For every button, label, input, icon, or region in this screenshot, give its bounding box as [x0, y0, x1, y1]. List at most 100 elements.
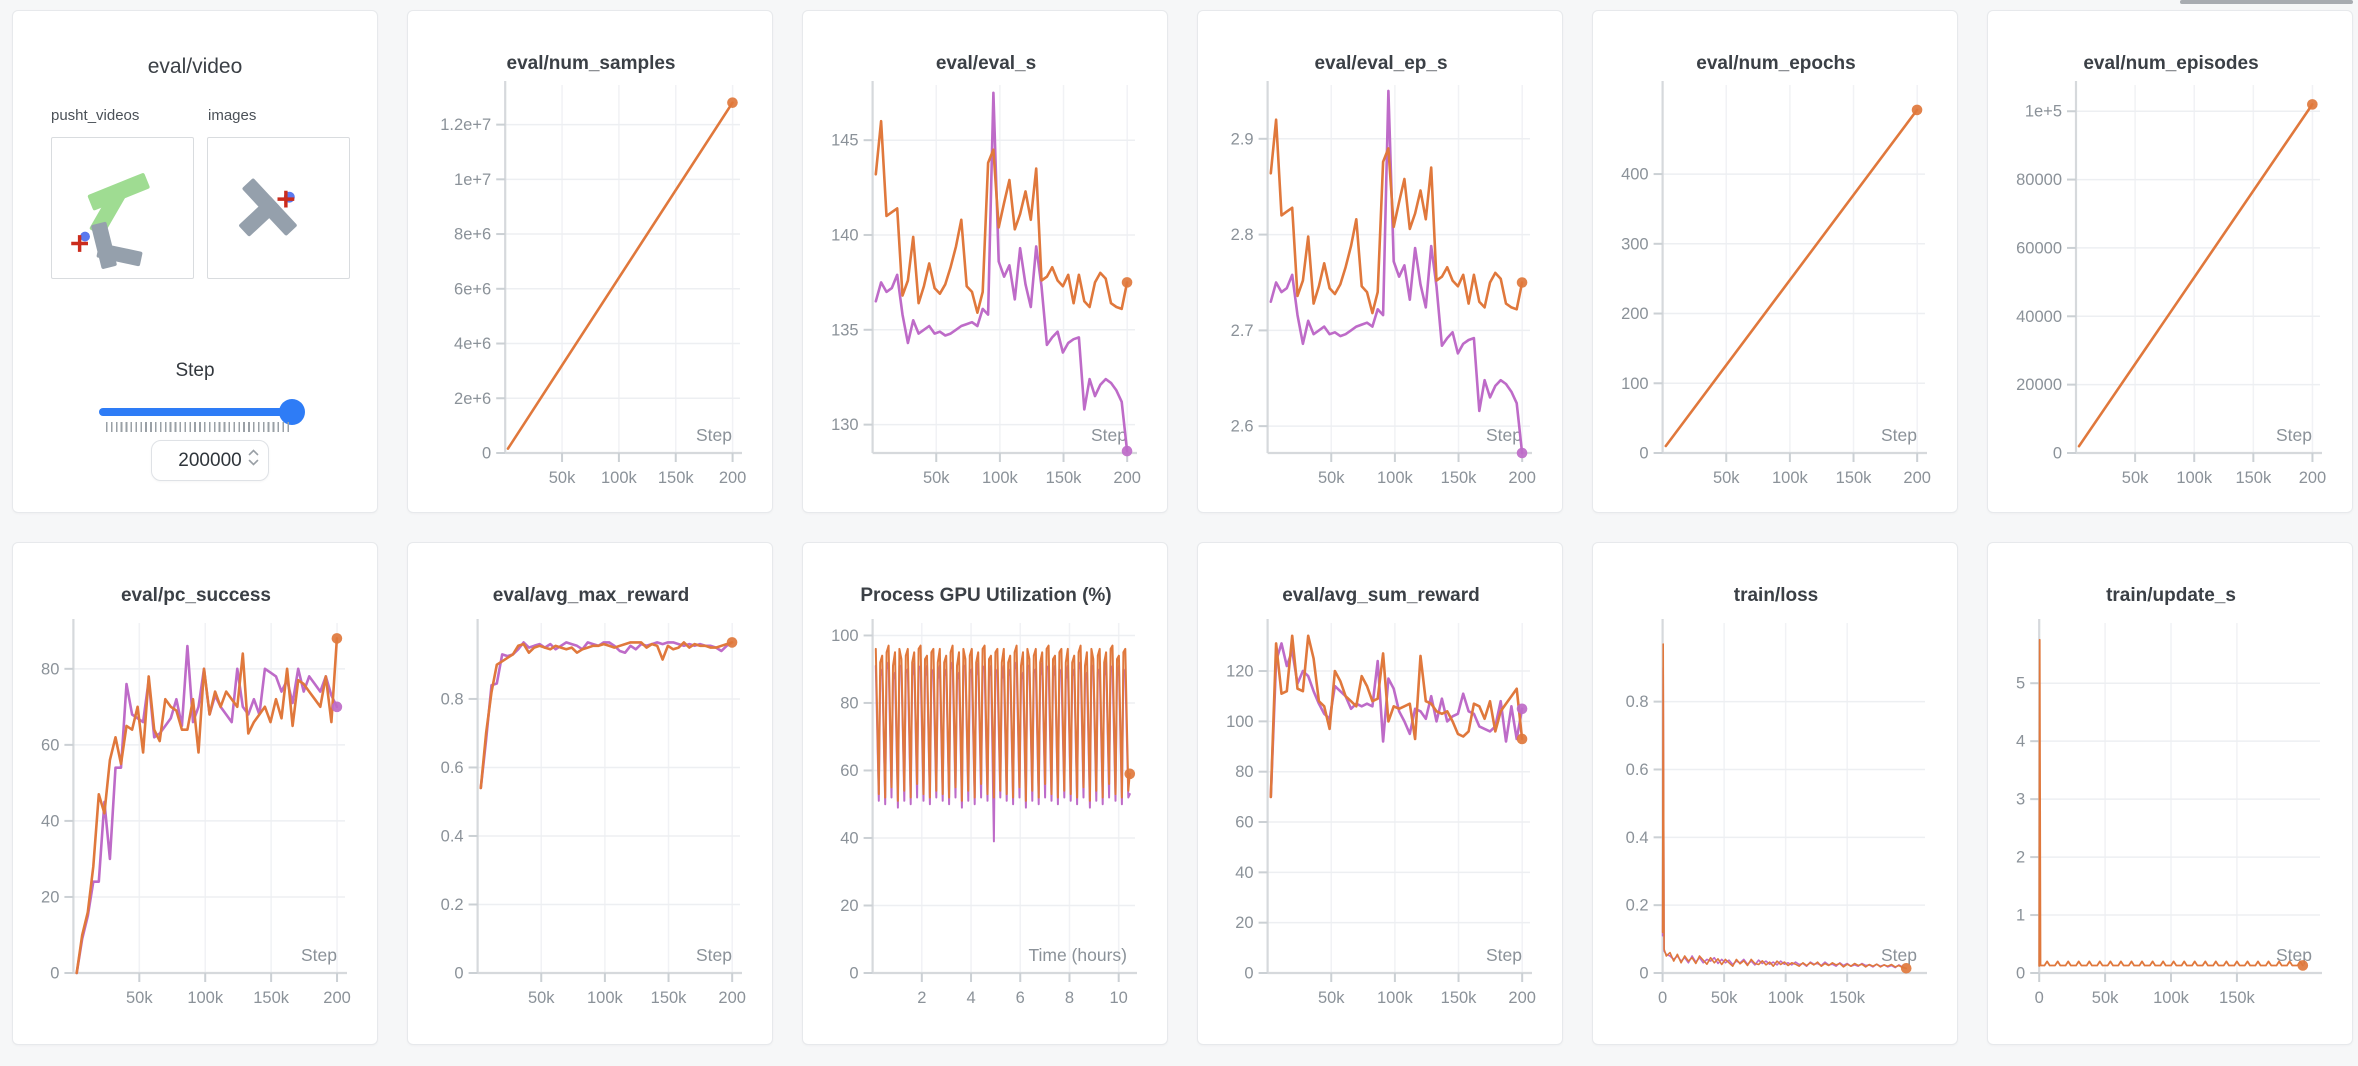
- scrollbar[interactable]: [2180, 0, 2353, 4]
- svg-text:0.8: 0.8: [441, 690, 464, 708]
- svg-text:0: 0: [50, 965, 59, 983]
- image-thumbnail[interactable]: [207, 137, 350, 279]
- series-end-dot: [331, 701, 343, 713]
- chart-title: eval/num_epochs: [1696, 53, 1855, 74]
- svg-text:100k: 100k: [2153, 989, 2190, 1007]
- chart-panel-eval-avg-max-reward[interactable]: 50k 100k 150k 200 0 0.2 0.4 0.6 0.8 Step eval/avg_…: [407, 542, 773, 1045]
- x-axis-label: Step: [1486, 425, 1522, 445]
- svg-text:80: 80: [840, 694, 858, 712]
- x-axis-label: Time (hours): [1028, 945, 1127, 965]
- svg-text:80: 80: [41, 660, 59, 678]
- svg-text:0.2: 0.2: [441, 896, 464, 914]
- svg-text:0: 0: [482, 445, 491, 463]
- chart-canvas: 50k 100k 150k 200 0 20 40 60 80 Step eval/pc_succe…: [41, 585, 351, 1007]
- series-line-purple: [874, 91, 1129, 453]
- chart-panel-train-update-s[interactable]: 0 50k 100k 150k 0 1 2 3 4 5 Step train/update_s: [1987, 542, 2353, 1045]
- chart-title: eval/eval_s: [936, 53, 1036, 74]
- axes: [2067, 81, 2322, 462]
- chevron-down-icon[interactable]: [248, 459, 259, 466]
- svg-text:200: 200: [1508, 989, 1536, 1007]
- svg-text:100k: 100k: [187, 989, 224, 1007]
- video-panel[interactable]: eval/video pusht_videos images: [12, 10, 378, 513]
- svg-text:200: 200: [323, 989, 351, 1007]
- step-slider-label: Step: [175, 360, 215, 381]
- svg-text:0: 0: [1639, 445, 1648, 463]
- svg-text:0.8: 0.8: [1626, 693, 1649, 711]
- chart-title: eval/avg_max_reward: [493, 585, 689, 606]
- chart-panel-eval-eval-s[interactable]: 50k 100k 150k 200 130 135 140 145 Step eval/eval_…: [802, 10, 1168, 513]
- svg-text:135: 135: [831, 321, 859, 339]
- svg-text:150k: 150k: [1441, 989, 1478, 1007]
- svg-text:4e+6: 4e+6: [454, 335, 491, 353]
- svg-text:50k: 50k: [549, 469, 576, 487]
- axes: [496, 81, 742, 462]
- chart-title: eval/avg_sum_reward: [1282, 585, 1480, 606]
- x-axis-label: Step: [1881, 425, 1917, 445]
- chart-canvas: 0 50k 100k 150k 0 0.2 0.4 0.6 0.8 Step train/loss: [1626, 585, 1927, 1007]
- chart-panel-eval-num-samples[interactable]: 50k 100k 150k 200 0 2e+6 4e+6 6e+6 8e+6 1e+7 1.2e+…: [407, 10, 773, 513]
- svg-text:4: 4: [966, 989, 975, 1007]
- series-group: [479, 641, 734, 790]
- pusht-scene-icon: [71, 173, 150, 269]
- series-end-dot: [727, 97, 738, 108]
- media-label-pusht-videos: pusht_videos: [51, 107, 140, 124]
- svg-text:4: 4: [2016, 733, 2025, 751]
- series-end-dot: [1900, 962, 1912, 974]
- step-slider-thumb[interactable]: [279, 399, 305, 425]
- svg-text:200: 200: [719, 469, 747, 487]
- series-end-dot: [1911, 104, 1923, 116]
- svg-text:100k: 100k: [587, 989, 624, 1007]
- gridlines: [1661, 623, 1925, 974]
- svg-text:200: 200: [1113, 469, 1141, 487]
- series-line-orange: [1661, 643, 1908, 970]
- svg-text:200: 200: [1508, 469, 1536, 487]
- tick-labels: 50k 100k 150k 200 0 20000 40000 60000 80000 1e+5: [2016, 103, 2326, 487]
- x-axis-label: Step: [696, 945, 732, 965]
- axes: [64, 619, 347, 982]
- svg-text:5: 5: [2016, 675, 2025, 693]
- video-thumbnail-pusht[interactable]: [51, 137, 194, 279]
- series-group: [75, 637, 339, 975]
- svg-text:100k: 100k: [1768, 989, 1805, 1007]
- chart-panel-eval-eval-ep-s[interactable]: 50k 100k 150k 200 2.6 2.7 2.8 2.9 Step eval/eval_…: [1197, 10, 1563, 513]
- svg-text:50k: 50k: [126, 989, 153, 1007]
- svg-text:0: 0: [2016, 965, 2025, 983]
- chart-panel-train-loss[interactable]: 0 50k 100k 150k 0 0.2 0.4 0.6 0.8 Step train/loss: [1592, 542, 1958, 1045]
- chart-title: train/loss: [1734, 585, 1818, 606]
- svg-text:0.6: 0.6: [1626, 761, 1649, 779]
- x-axis-label: Step: [301, 945, 337, 965]
- chart-panel-eval-num-epochs[interactable]: 50k 100k 150k 200 0 100 200 300 400 Step eval/num_…: [1592, 10, 1958, 513]
- svg-text:8e+6: 8e+6: [454, 226, 491, 244]
- chevron-up-icon[interactable]: [248, 449, 259, 456]
- chart-panel-eval-pc-success[interactable]: 50k 100k 150k 200 0 20 40 60 80 Step eval/pc_succe…: [12, 542, 378, 1045]
- step-number-input[interactable]: 200000: [151, 440, 269, 481]
- svg-text:8: 8: [1065, 989, 1074, 1007]
- stepper-buttons[interactable]: [248, 449, 259, 466]
- svg-text:200: 200: [1621, 305, 1649, 323]
- tick-labels: 50k 100k 150k 200 0 20 40 60 80 100 120: [1226, 663, 1536, 1007]
- svg-text:150k: 150k: [1836, 469, 1873, 487]
- svg-text:100k: 100k: [1772, 469, 1809, 487]
- series-line-purple: [1269, 89, 1524, 455]
- svg-text:2.9: 2.9: [1231, 130, 1254, 148]
- series-end-dot: [1124, 768, 1136, 780]
- step-slider-ticks: [106, 422, 289, 432]
- svg-text:2.8: 2.8: [1231, 226, 1254, 244]
- series-line-orange: [479, 641, 734, 790]
- chart-panel-process-gpu-utilization[interactable]: 2 4 6 8 10 0 20 40 60 80 100 Time (hours) Process GP…: [802, 542, 1168, 1045]
- svg-text:150k: 150k: [658, 469, 695, 487]
- series-line-orange: [506, 101, 734, 450]
- svg-text:50k: 50k: [1711, 989, 1738, 1007]
- svg-text:100: 100: [1621, 375, 1649, 393]
- chart-panel-eval-num-episodes[interactable]: 50k 100k 150k 200 0 20000 40000 60000 80000 1e+5 S…: [1987, 10, 2353, 513]
- svg-text:0: 0: [2035, 989, 2044, 1007]
- chart-panel-eval-avg-sum-reward[interactable]: 50k 100k 150k 200 0 20 40 60 80 100 120 Step eval/av…: [1197, 542, 1563, 1045]
- svg-text:50k: 50k: [528, 989, 555, 1007]
- step-slider-track[interactable]: [99, 408, 302, 416]
- x-axis-label: Step: [1486, 945, 1522, 965]
- series-line-purple: [1661, 666, 1908, 970]
- svg-text:200: 200: [1903, 469, 1931, 487]
